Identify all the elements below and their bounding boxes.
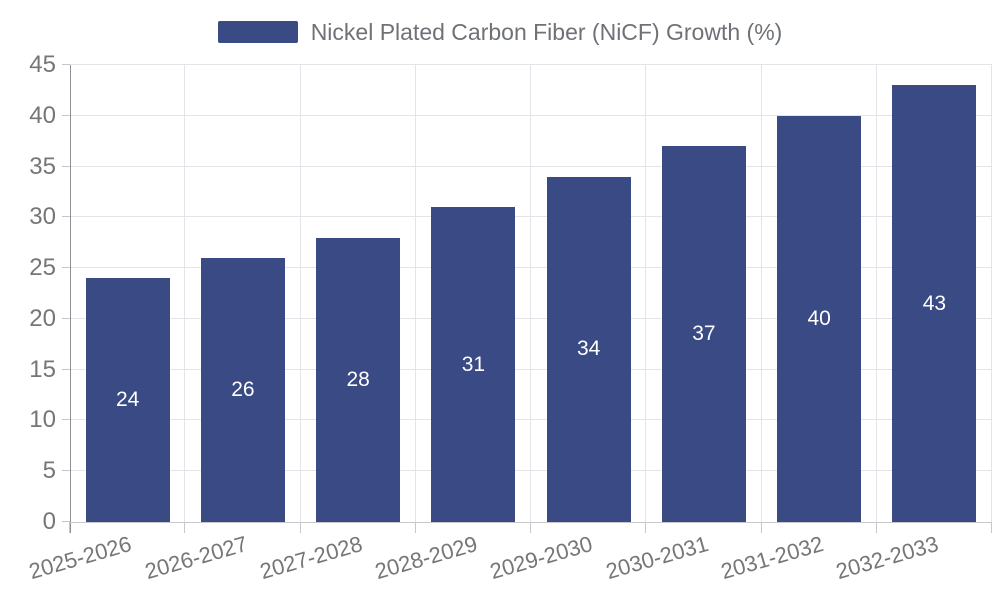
y-axis-line: [70, 65, 71, 533]
x-gridline: [991, 65, 992, 522]
y-axis-tick: [62, 470, 70, 472]
bar-2028-2029[interactable]: 31: [431, 207, 516, 522]
y-gridline: [70, 267, 992, 269]
x-axis-tick: [991, 522, 992, 533]
y-axis-label: 20: [29, 304, 56, 332]
y-axis-label: 40: [29, 101, 56, 129]
x-axis-tick: [760, 522, 762, 533]
x-axis-tick: [414, 522, 416, 533]
y-axis-tick: [62, 216, 70, 218]
x-axis-tick: [69, 522, 70, 533]
y-axis-tick: [62, 317, 70, 319]
x-axis-tick: [299, 522, 301, 533]
y-axis-tick: [62, 368, 70, 370]
bar-value-label: 24: [115, 388, 140, 412]
x-axis-line: [70, 522, 992, 523]
legend-label: Nickel Plated Carbon Fiber (NiCF) Growth…: [310, 19, 783, 45]
x-axis-tick: [530, 522, 531, 533]
bar-2030-2031[interactable]: 37: [661, 146, 746, 522]
y-gridline: [70, 419, 992, 421]
x-gridline: [184, 65, 186, 522]
y-axis-label: 30: [29, 203, 56, 231]
bar-2026-2027[interactable]: 26: [200, 257, 285, 522]
x-gridline: [760, 65, 762, 522]
bar-value-label: 28: [346, 367, 370, 391]
bar-value-label: 34: [576, 337, 601, 361]
bar-value-label: 26: [231, 377, 255, 401]
x-axis-tick: [645, 522, 647, 533]
y-axis-label: 35: [29, 152, 56, 180]
y-gridline: [70, 317, 992, 319]
y-axis-label: 45: [29, 51, 56, 78]
x-gridline: [530, 65, 531, 522]
x-axis-label-2027-2028: 2027-2028: [256, 531, 366, 585]
x-axis-label-2025-2026: 2025-2026: [26, 531, 135, 585]
y-axis-label: 0: [42, 508, 56, 535]
bar-value-label: 40: [807, 306, 831, 330]
y-axis-tick: [62, 114, 70, 116]
y-axis-tick: [62, 419, 70, 421]
y-axis-label: 5: [42, 457, 56, 485]
y-axis-label: 15: [29, 355, 56, 383]
x-axis-label-2030-2031: 2030-2031: [602, 531, 711, 585]
x-gridline: [414, 65, 416, 522]
y-gridline: [70, 470, 992, 472]
y-gridline: [70, 64, 992, 65]
y-gridline: [70, 114, 992, 116]
x-axis-label-2032-2033: 2032-2033: [833, 531, 942, 585]
x-axis-label-2028-2029: 2028-2029: [372, 531, 481, 585]
bar-value-label: 31: [461, 352, 486, 376]
y-gridline: [70, 216, 992, 218]
bar-value-label: 37: [692, 322, 716, 346]
x-axis-label-2026-2027: 2026-2027: [141, 531, 250, 585]
bar-2031-2032[interactable]: 40: [777, 115, 862, 522]
y-axis-label: 25: [29, 254, 56, 282]
bar-2029-2030[interactable]: 34: [546, 176, 631, 522]
y-axis-label: 10: [29, 406, 56, 434]
y-axis-tick: [62, 64, 70, 65]
bar-2032-2033[interactable]: 43: [892, 85, 977, 522]
x-gridline: [875, 65, 877, 522]
y-axis-tick: [62, 165, 70, 167]
x-axis-tick: [184, 522, 186, 533]
x-axis-label-2029-2030: 2029-2030: [487, 531, 596, 585]
bar-value-label: 43: [922, 291, 947, 315]
bar-2025-2026[interactable]: 24: [85, 278, 170, 522]
y-axis-tick: [62, 267, 70, 269]
y-gridline: [70, 368, 992, 370]
legend-swatch: [217, 21, 298, 43]
legend[interactable]: Nickel Plated Carbon Fiber (NiCF) Growth…: [0, 18, 1000, 46]
y-gridline: [70, 165, 992, 167]
x-gridline: [645, 65, 647, 522]
bar-2027-2028[interactable]: 28: [316, 237, 401, 522]
x-axis-label-2031-2032: 2031-2032: [717, 531, 827, 585]
x-gridline: [299, 65, 301, 522]
y-axis-tick: [62, 521, 70, 522]
x-axis-tick: [875, 522, 877, 533]
